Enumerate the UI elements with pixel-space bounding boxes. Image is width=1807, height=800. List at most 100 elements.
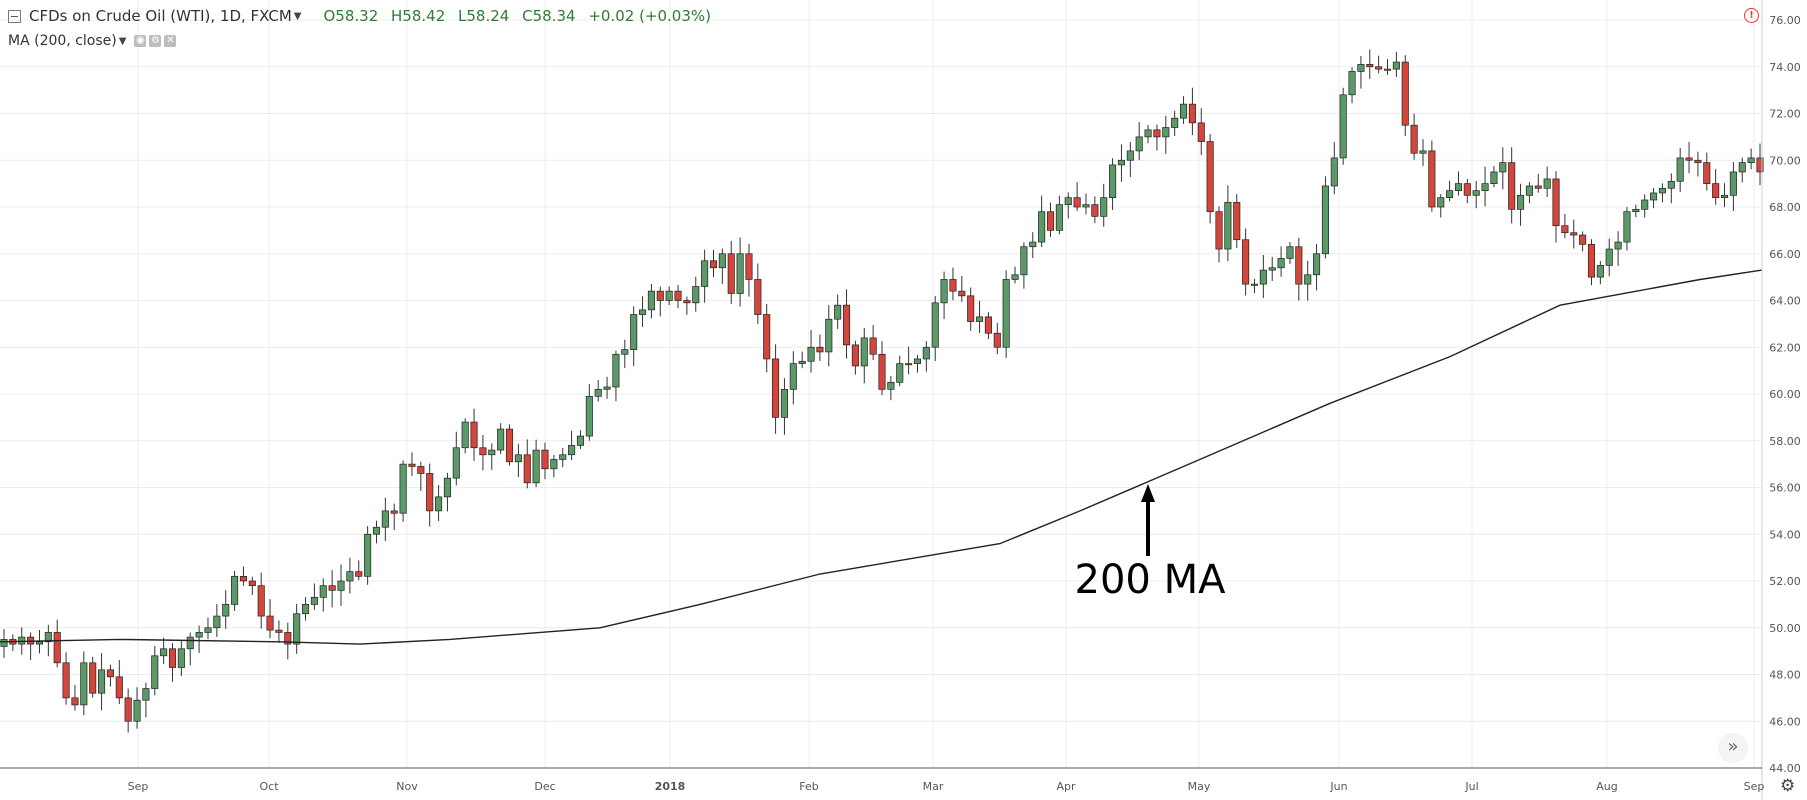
candle-up <box>576 435 585 446</box>
candle-down <box>284 632 292 645</box>
candle-up <box>789 363 797 390</box>
price-tick-label: 66.00 <box>1769 248 1801 261</box>
candle-down <box>763 314 771 360</box>
candle-down <box>1375 66 1383 70</box>
candle-down <box>417 466 425 474</box>
candle-up <box>1605 248 1613 266</box>
candle-up <box>922 346 930 360</box>
candle-down <box>1703 162 1711 184</box>
candle-up <box>1720 194 1729 198</box>
candle-down <box>355 571 363 577</box>
price-tick-label: 62.00 <box>1769 341 1801 354</box>
candle-up <box>443 477 451 498</box>
candle-down <box>1046 211 1055 231</box>
collapse-icon[interactable] <box>8 9 21 23</box>
candle-up <box>1020 246 1028 276</box>
time-tick-label: Mar <box>923 780 944 793</box>
candle-down <box>408 463 416 467</box>
indicator-label[interactable]: MA (200, close) <box>8 33 117 49</box>
scroll-to-realtime-icon[interactable]: » <box>1718 733 1748 763</box>
candle-up <box>1082 204 1090 208</box>
low-value: L58.24 <box>458 7 510 25</box>
candle-down <box>1242 239 1250 285</box>
time-tick-label: Jul <box>1464 780 1478 793</box>
candle-up <box>231 575 239 605</box>
candle-down <box>958 290 966 297</box>
candle-down <box>993 332 1001 348</box>
candle-down <box>239 575 247 582</box>
candle-up <box>1259 269 1267 285</box>
candle-down <box>842 304 851 346</box>
candle-up <box>1614 241 1622 250</box>
candle-up <box>1304 274 1312 285</box>
candle-up <box>931 302 939 348</box>
eye-icon[interactable]: ◉ <box>134 35 147 47</box>
candle-down <box>248 580 256 587</box>
time-tick-label: Dec <box>534 780 555 793</box>
candle-down <box>683 300 691 304</box>
price-tick-label: 54.00 <box>1769 528 1801 541</box>
candle-up <box>204 627 212 633</box>
candle-down <box>967 295 975 322</box>
price-tick-label: 44.00 <box>1769 762 1801 775</box>
candle-up <box>364 533 372 577</box>
gear-icon[interactable]: ⚙ <box>1780 776 1796 796</box>
time-axis[interactable]: Sep Oct Nov Dec 2018 Feb Mar Apr May Jun Jul Aug Sep <box>0 767 1765 793</box>
close-icon[interactable]: ✕ <box>164 35 177 47</box>
candle-up <box>603 386 611 390</box>
candle-up <box>177 648 185 668</box>
candle-down <box>1712 183 1720 198</box>
candle-down <box>1295 246 1303 285</box>
price-tick-label: 68.00 <box>1769 201 1801 214</box>
chevron-down-icon[interactable]: ▼ <box>293 10 302 22</box>
close-value: C58.34 <box>522 7 576 25</box>
price-axis[interactable]: 44.00 46.00 48.00 50.00 52.00 54.00 56.00 58.00… <box>1761 0 1801 800</box>
candle-up <box>301 604 310 615</box>
candle-up <box>1126 150 1134 161</box>
candle-up <box>497 428 505 451</box>
chart-grid <box>0 0 1762 769</box>
candle-up <box>550 459 558 470</box>
alert-icon[interactable]: ! <box>1744 8 1759 23</box>
candle-down <box>1508 162 1516 210</box>
candle-up <box>834 304 842 320</box>
time-tick-label: Aug <box>1596 780 1617 793</box>
chevron-down-icon[interactable]: ▼ <box>118 35 127 47</box>
candle-up <box>639 309 647 315</box>
candle-up <box>1490 171 1498 184</box>
candle-down <box>1756 157 1764 173</box>
candle-down <box>1685 157 1693 161</box>
candle-up <box>1055 204 1063 231</box>
candle-down <box>745 253 753 280</box>
candle-up <box>186 636 194 650</box>
candle-down <box>328 585 336 591</box>
candle-down <box>1587 244 1596 278</box>
candle-down <box>949 279 957 292</box>
candle-up <box>133 699 141 722</box>
candle-up <box>18 636 26 645</box>
candle-up <box>1729 171 1737 196</box>
candle-up <box>0 639 8 647</box>
candle-up <box>213 615 221 629</box>
candle-down <box>168 648 177 668</box>
candle-up <box>1135 136 1143 152</box>
candle-down <box>1401 61 1409 126</box>
candle-up <box>1348 71 1356 96</box>
candle-up <box>780 388 788 418</box>
candle-up <box>44 632 52 643</box>
candle-down <box>1188 103 1196 124</box>
candle-down <box>426 473 434 512</box>
price-tick-label: 64.00 <box>1769 295 1801 308</box>
settings-icon[interactable]: ⚙ <box>149 35 162 47</box>
candle-down <box>1073 197 1081 208</box>
candle-up <box>195 632 203 638</box>
candle-up <box>1472 190 1480 196</box>
candle-down <box>523 454 531 484</box>
time-tick-label: Sep <box>1744 780 1765 793</box>
candle-down <box>115 676 123 699</box>
time-tick-label: Oct <box>259 780 279 793</box>
symbol-title[interactable]: CFDs on Crude Oil (WTI), 1D, FXCM <box>29 7 292 25</box>
candle-up <box>692 286 700 304</box>
candle-down <box>1206 141 1214 213</box>
